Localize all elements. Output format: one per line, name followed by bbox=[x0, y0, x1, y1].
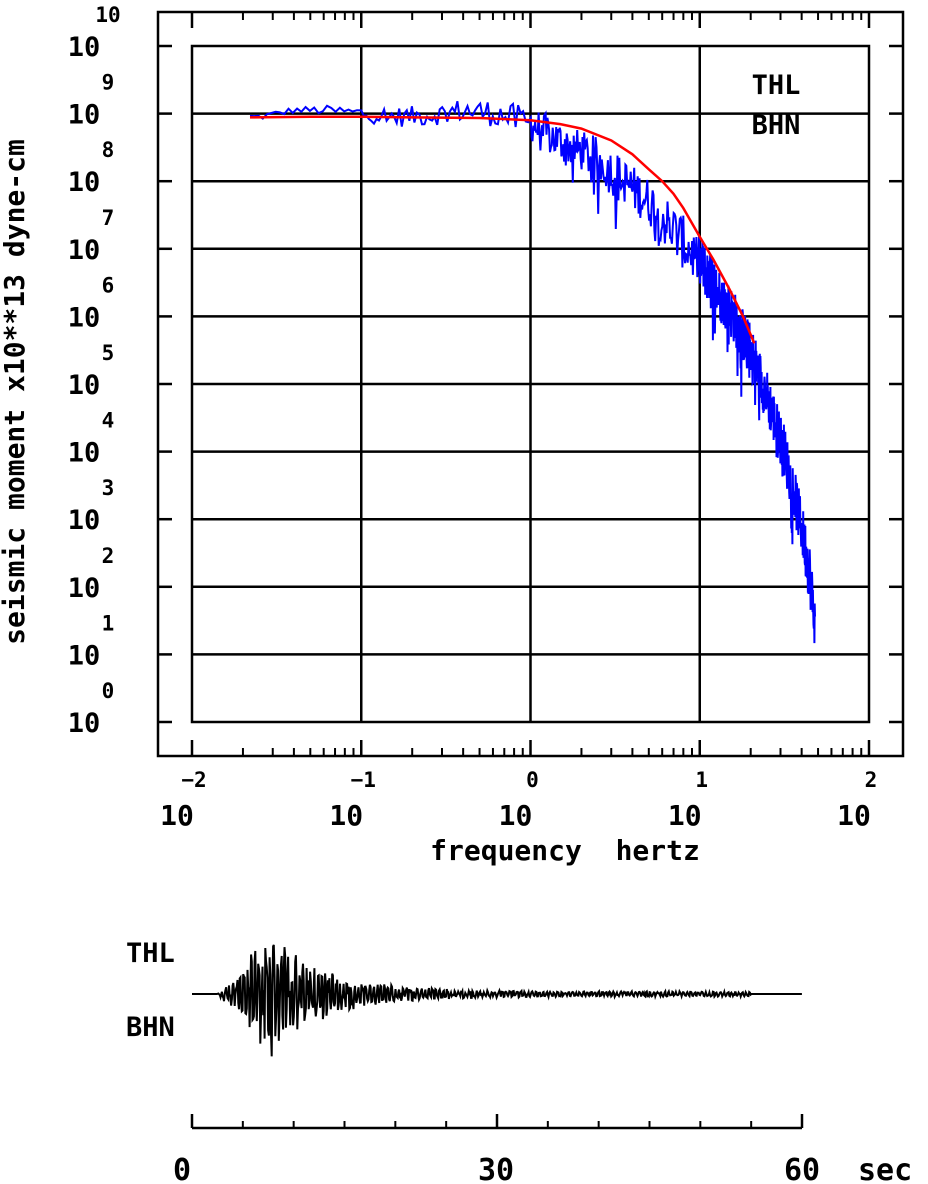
x-axis-label: frequency hertz bbox=[430, 834, 700, 867]
y-tick-base: 10 bbox=[68, 640, 101, 671]
x-tick-exponent: −2 bbox=[181, 768, 206, 792]
y-tick-base: 10 bbox=[68, 235, 101, 266]
time-unit-label: sec bbox=[858, 1153, 912, 1184]
y-tick-base: 10 bbox=[68, 505, 101, 536]
spectrum-series bbox=[249, 100, 816, 644]
y-tick-base: 10 bbox=[68, 438, 101, 469]
x-tick-base: 10 bbox=[329, 799, 363, 832]
y-tick-exponent: 8 bbox=[102, 138, 115, 162]
x-tick-base: 10 bbox=[837, 799, 871, 832]
y-tick-base: 10 bbox=[68, 370, 101, 401]
time-label-60: 60 bbox=[784, 1153, 820, 1184]
x-tick-labels: −2 10 −1 10 0 10 1 10 2 10 bbox=[160, 768, 877, 832]
y-tick-base: 10 bbox=[68, 32, 101, 63]
y-tick-exponent: 2 bbox=[102, 544, 115, 568]
x-tick-exponent: −1 bbox=[351, 768, 376, 792]
y-tick-base: 10 bbox=[68, 573, 101, 604]
station-code-label: THL bbox=[752, 70, 801, 101]
y-tick-exponent: 0 bbox=[102, 679, 115, 703]
y-tick-base: 10 bbox=[68, 302, 101, 333]
y-tick-base: 10 bbox=[68, 167, 101, 198]
x-tick-exponent: 0 bbox=[526, 768, 539, 792]
y-tick-base: 10 bbox=[68, 708, 101, 739]
model-red-line bbox=[249, 115, 756, 344]
y-tick-exponent: 6 bbox=[102, 273, 115, 297]
x-tick-base: 10 bbox=[499, 799, 533, 832]
time-label-30: 30 bbox=[478, 1153, 514, 1184]
time-axis bbox=[190, 1114, 804, 1130]
y-tick-base: 10 bbox=[68, 100, 101, 131]
y-tick-exponent: 3 bbox=[102, 476, 115, 500]
time-label-0: 0 bbox=[173, 1153, 191, 1184]
x-tick-base: 10 bbox=[668, 799, 702, 832]
y-tick-exponent: 1 bbox=[102, 611, 115, 635]
y-tick-exponent: 7 bbox=[102, 206, 115, 230]
y-tick-exponent: 4 bbox=[102, 409, 115, 433]
y-tick-exponent: 10 bbox=[95, 3, 120, 27]
x-tick-exponent: 2 bbox=[865, 768, 878, 792]
seismogram-trace bbox=[192, 944, 802, 1057]
axis-ticks bbox=[158, 12, 903, 756]
y-tick-exponent: 5 bbox=[102, 341, 115, 365]
y-tick-exponent: 9 bbox=[102, 71, 115, 95]
component-code-label: BHN bbox=[752, 110, 801, 141]
seismogram-component-label: BHN bbox=[126, 1012, 175, 1043]
seismogram-panel: THL BHN 0 30 60 sec bbox=[126, 938, 912, 1184]
y-axis-label: seismic moment x10**13 dyne-cm bbox=[0, 139, 31, 645]
grid-lines bbox=[192, 46, 869, 722]
spectrum-blue-line bbox=[249, 100, 816, 644]
seismogram-station-label: THL bbox=[126, 938, 175, 969]
seismogram-trace-group bbox=[192, 944, 802, 1057]
x-tick-base: 10 bbox=[160, 799, 194, 832]
x-tick-exponent: 1 bbox=[695, 768, 708, 792]
